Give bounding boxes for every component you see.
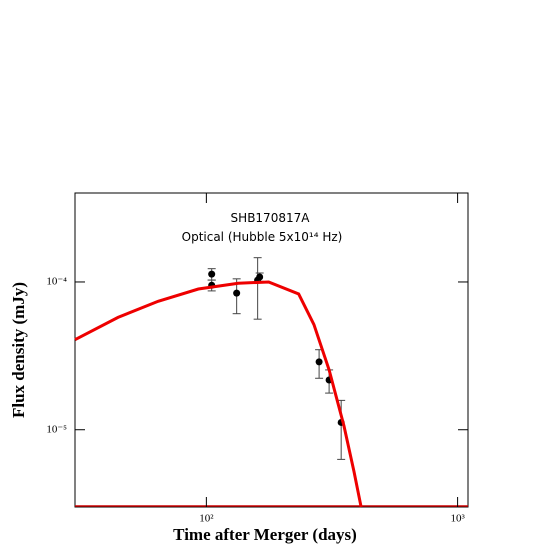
y-tick-label: 10⁻⁵ (46, 423, 67, 435)
data-point (315, 358, 323, 366)
x-axis-label: Time after Merger (days) (173, 525, 357, 544)
model-curve (74, 280, 363, 508)
chart-subtitle: Optical (Hubble 5x10¹⁴ Hz) (182, 230, 343, 244)
chart-title: SHB170817A (231, 211, 311, 225)
y-tick-label: 10⁻⁴ (46, 275, 67, 287)
y-axis-label: Flux density (mJy) (9, 282, 28, 418)
plot-frame (74, 192, 469, 508)
data-point (233, 289, 241, 297)
data-point (256, 273, 264, 281)
x-tick-label: 10² (199, 513, 214, 525)
data-point (208, 270, 216, 278)
x-tick-label: 10³ (450, 513, 465, 525)
